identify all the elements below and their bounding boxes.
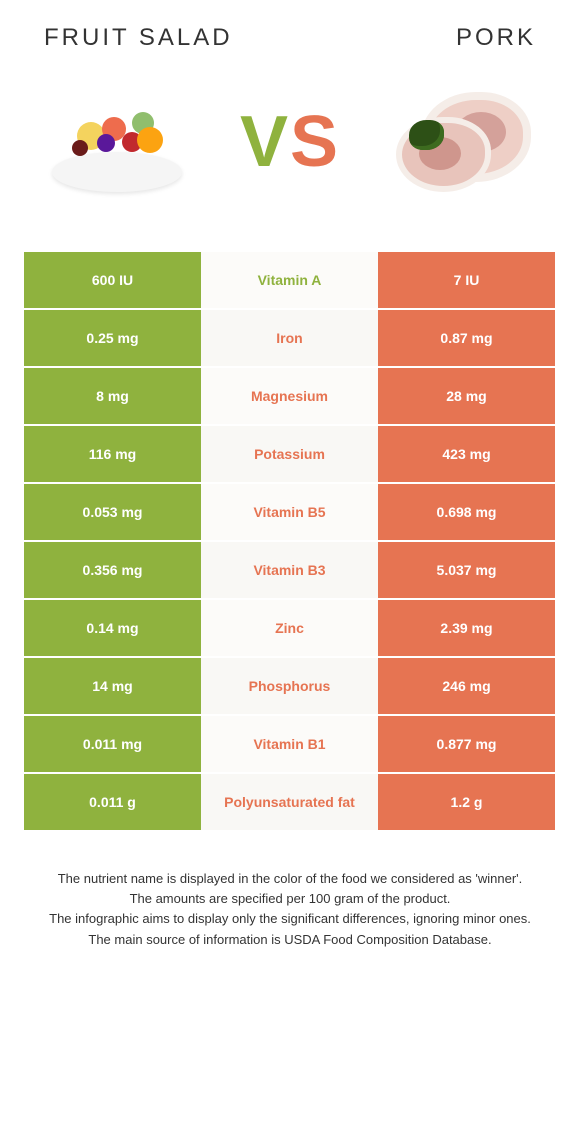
table-row: 8 mgMagnesium28 mg (24, 368, 556, 424)
right-value-cell: 7 IU (378, 252, 555, 308)
nutrient-name-cell: Phosphorus (201, 658, 378, 714)
nutrient-name-cell: Vitamin B5 (201, 484, 378, 540)
right-value-cell: 1.2 g (378, 774, 555, 830)
nutrient-name-cell: Potassium (201, 426, 378, 482)
right-value-cell: 2.39 mg (378, 600, 555, 656)
left-food-title: Fruit salad (44, 24, 233, 52)
right-food-title: Pork (456, 24, 536, 52)
table-row: 14 mgPhosphorus246 mg (24, 658, 556, 714)
fruit-salad-image (34, 82, 199, 202)
nutrient-name-cell: Vitamin B1 (201, 716, 378, 772)
table-row: 116 mgPotassium423 mg (24, 426, 556, 482)
table-row: 0.053 mgVitamin B50.698 mg (24, 484, 556, 540)
nutrient-name-cell: Polyunsaturated fat (201, 774, 378, 830)
footnote-line: The infographic aims to display only the… (34, 910, 546, 928)
vs-v-letter: V (240, 102, 290, 182)
nutrient-name-cell: Iron (201, 310, 378, 366)
left-value-cell: 116 mg (24, 426, 201, 482)
table-row: 0.14 mgZinc2.39 mg (24, 600, 556, 656)
left-value-cell: 600 IU (24, 252, 201, 308)
left-value-cell: 8 mg (24, 368, 201, 424)
nutrient-name-cell: Magnesium (201, 368, 378, 424)
right-value-cell: 0.87 mg (378, 310, 555, 366)
right-value-cell: 28 mg (378, 368, 555, 424)
left-value-cell: 0.356 mg (24, 542, 201, 598)
right-value-cell: 423 mg (378, 426, 555, 482)
header: Fruit salad Pork (24, 24, 556, 52)
pork-image (381, 82, 546, 202)
nutrient-name-cell: Vitamin A (201, 252, 378, 308)
left-value-cell: 0.011 mg (24, 716, 201, 772)
nutrient-name-cell: Zinc (201, 600, 378, 656)
nutrient-name-cell: Vitamin B3 (201, 542, 378, 598)
right-value-cell: 5.037 mg (378, 542, 555, 598)
left-value-cell: 0.053 mg (24, 484, 201, 540)
nutrient-table: 600 IUVitamin A7 IU0.25 mgIron0.87 mg8 m… (24, 252, 556, 830)
footnotes: The nutrient name is displayed in the co… (24, 870, 556, 949)
right-value-cell: 246 mg (378, 658, 555, 714)
vs-label: VS (240, 101, 340, 183)
left-value-cell: 0.011 g (24, 774, 201, 830)
right-value-cell: 0.877 mg (378, 716, 555, 772)
vs-row: VS (24, 82, 556, 202)
vs-s-letter: S (290, 102, 340, 182)
footnote-line: The nutrient name is displayed in the co… (34, 870, 546, 888)
left-value-cell: 0.25 mg (24, 310, 201, 366)
left-value-cell: 0.14 mg (24, 600, 201, 656)
left-value-cell: 14 mg (24, 658, 201, 714)
table-row: 0.011 gPolyunsaturated fat1.2 g (24, 774, 556, 830)
table-row: 0.356 mgVitamin B35.037 mg (24, 542, 556, 598)
footnote-line: The amounts are specified per 100 gram o… (34, 890, 546, 908)
footnote-line: The main source of information is USDA F… (34, 931, 546, 949)
table-row: 0.25 mgIron0.87 mg (24, 310, 556, 366)
table-row: 0.011 mgVitamin B10.877 mg (24, 716, 556, 772)
right-value-cell: 0.698 mg (378, 484, 555, 540)
table-row: 600 IUVitamin A7 IU (24, 252, 556, 308)
